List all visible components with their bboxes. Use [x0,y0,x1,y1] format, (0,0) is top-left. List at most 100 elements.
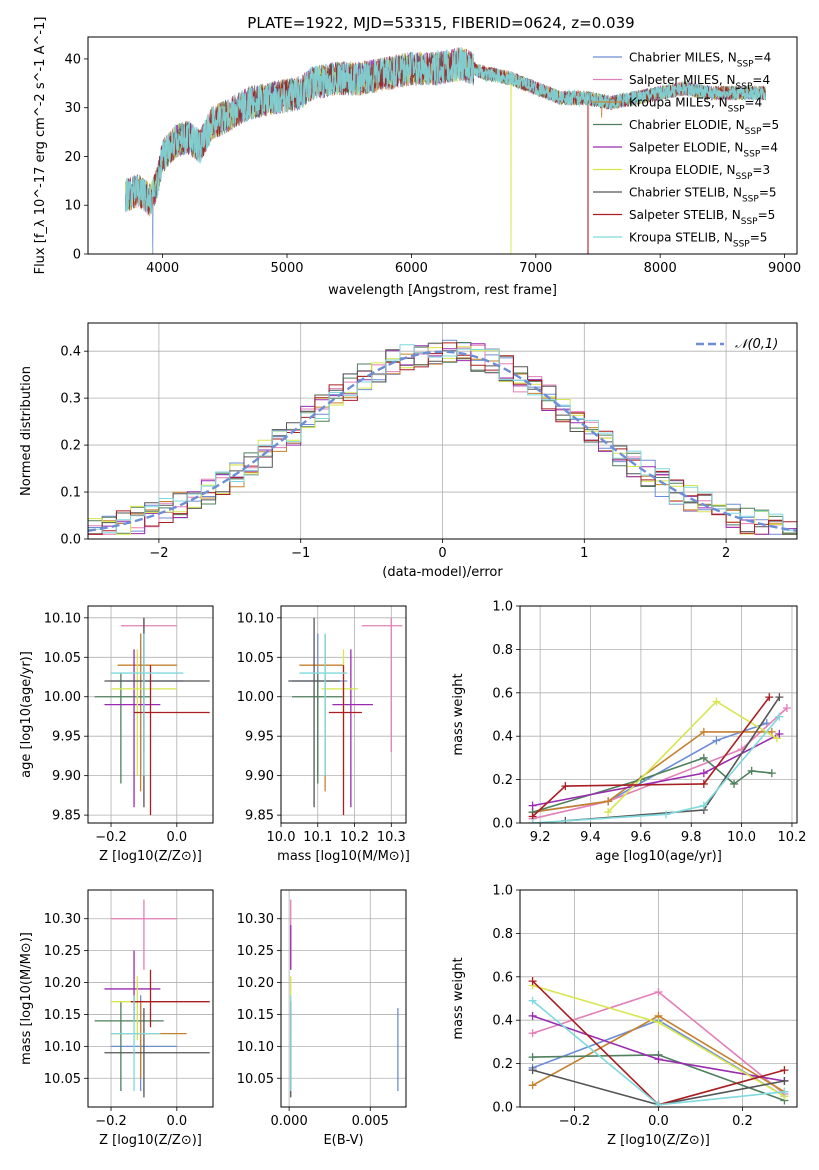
legend-entry: 𝒩(0,1) [735,337,778,352]
axes-mass_weight_vs_age: 9.2 9.4 9.6 9.8 10.0 10.2 0.0 0.2 0.4 0.6 0.8 1.0 ag… [451,600,806,865]
y-tick-label: 0.0 [492,1101,513,1116]
errorbars [94,899,210,1098]
weight-marker [662,810,671,819]
x-tick-label: 0.0 [166,1114,187,1129]
legend-name: Chabrier STELIB, N [629,186,742,200]
weight-marker [780,1076,789,1085]
legend-tail: =4 [745,96,763,110]
weight-marker [699,753,708,762]
y-tick-label: 10.25 [44,944,81,959]
legend-name: Kroupa STELIB, N [629,231,733,245]
normal-curve [88,350,797,532]
weight-marker [780,1087,789,1096]
x-tick-label: 9.6 [631,830,652,845]
y-tick-label: 10.05 [237,651,274,666]
weight-marker [699,801,708,810]
y-tick-label: 20 [64,150,81,165]
legend-name: Salpeter STELIB, N [629,208,741,222]
y-tick-label: 9.95 [245,730,274,745]
x-axis-label: mass [log10(M/M⊙)] [277,849,410,864]
x-tick-label: 0.005 [352,1114,389,1129]
x-axis-label: age [log10(age/yr)] [595,849,722,864]
weight-marker [712,736,721,745]
weight-marker [782,703,791,712]
x-tick-label: 9.4 [580,830,601,845]
y-axis-label: mass [log10(M/M⊙)] [19,932,34,1065]
y-tick-label: 30 [64,101,81,116]
x-tick-label: 0 [438,546,446,561]
weight-marker [780,1066,789,1075]
x-tick-label: 8000 [644,261,677,276]
legend-entry: Chabrier MILES, NSSP=4 [629,51,771,70]
weight-marker [604,808,613,817]
x-tick-label: 4000 [146,261,179,276]
legend-entry: Salpeter MILES, NSSP=4 [629,73,770,92]
x-tick-label: 1 [580,546,588,561]
x-tick-label: 10.0 [727,830,756,845]
y-tick-label: 10.05 [44,1072,81,1087]
weight-marker [654,1100,663,1107]
y-tick-label: 0.2 [60,439,81,454]
legend-tail: =5 [758,208,776,222]
frame-age_vs_Z [87,605,214,824]
x-tick-label: 0.0 [648,1114,669,1129]
legend-tail: =5 [759,186,777,200]
frame-mass_vs_Z [87,889,214,1108]
weight-marker [528,819,537,823]
y-tick-label: 10.20 [44,976,81,991]
weight-marker [767,769,776,778]
x-tick-label: 6000 [395,261,428,276]
legend-name: Salpeter ELODIE, N [629,141,743,155]
histogram-steps [88,344,797,535]
y-tick-label: 10.00 [44,690,81,705]
legend-sub: SSP [737,60,754,70]
y-tick-label: 40 [64,52,81,67]
weight-marker [604,797,613,806]
legend-sub: SSP [743,150,760,160]
x-tick-label: −1 [291,546,310,561]
histogram-steps [88,339,797,535]
y-tick-label: 10.10 [44,1040,81,1055]
legend-tail: =5 [761,118,779,132]
x-tick-label: −0.2 [95,830,127,845]
spectrum-series-line [124,47,767,215]
legend-entry: Chabrier STELIB, NSSP=5 [629,186,777,205]
weight-marker [747,766,756,775]
weight-line [532,707,788,820]
weight-marker [730,779,739,788]
legend-tail: =4 [752,73,770,87]
legend-tail: =3 [752,163,770,177]
axes-mass_vs_Z: −0.2 0.0 10.05 10.10 10.15 10.20 10.25 10.30 Z [… [19,890,213,1148]
y-tick-label: 0.0 [492,817,513,832]
legend-sub: SSP [741,217,758,227]
legend-name: Chabrier ELODIE, N [629,118,745,132]
axes-age_vs_Z: −0.2 0.0 9.85 9.90 9.95 10.00 10.05 10.10 Z [log… [19,606,213,864]
x-tick-label: 0.0 [166,830,187,845]
x-tick-label: −0.2 [95,1114,127,1129]
x-axis-label: Z [log10(Z/Z⊙)] [99,1133,202,1148]
weight-marker [772,734,781,743]
x-axis-label: wavelength [Angstrom, rest frame] [328,283,557,298]
legend-entry: Kroupa ELODIE, NSSP=3 [629,163,770,182]
x-tick-label: 0.000 [271,1114,308,1129]
weight-marker [528,1066,537,1075]
legend-name: Salpeter MILES, N [629,73,736,87]
histograms [88,339,797,535]
y-axis-label: Flux [f_λ 10^-17 erg cm^-2 s^-1 A^-1] [33,17,48,275]
legend-entry: Kroupa STELIB, NSSP=5 [629,231,767,250]
legend-tail: =4 [760,141,778,155]
y-tick-label: 9.95 [52,730,81,745]
weight-marker [528,801,537,810]
frame-mass_vs_EBV [280,889,407,1108]
x-tick-label: 10.2 [777,830,806,845]
x-tick-label: 0.2 [732,1114,753,1129]
x-tick-label: 10.1 [303,830,332,845]
x-tick-label: 9.2 [530,830,551,845]
weight-marker [712,697,721,706]
errorbars [290,899,399,1098]
y-tick-label: 9.85 [245,809,274,824]
x-axis-label: Z [log10(Z/Z⊙)] [99,849,202,864]
weight-marker [775,712,784,721]
weight-marker [699,779,708,788]
x-axis-label: (data-model)/error [382,565,503,580]
